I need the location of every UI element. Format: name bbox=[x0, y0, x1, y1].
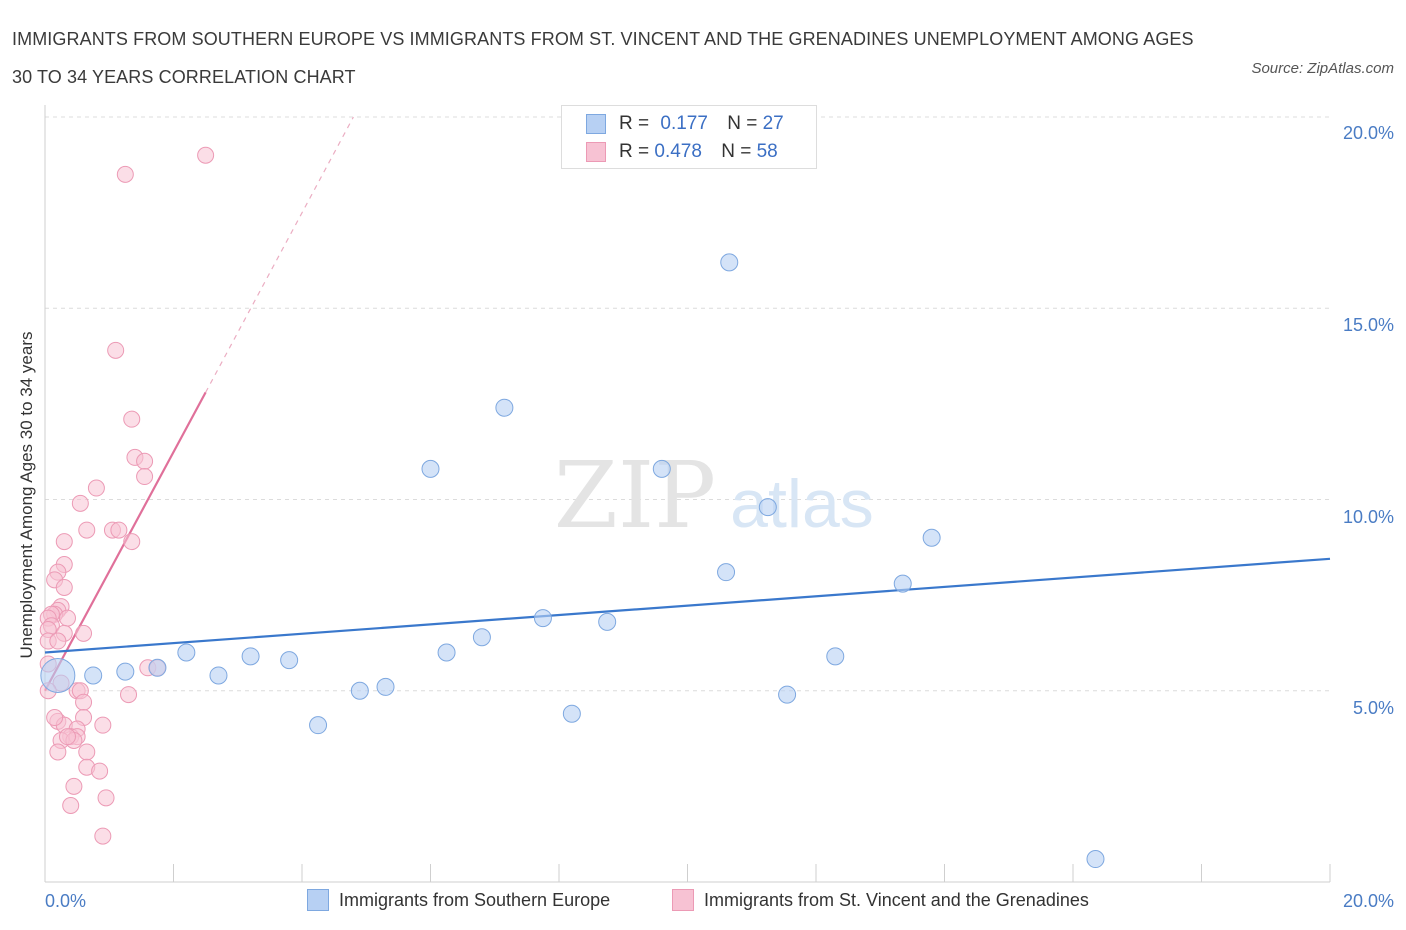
pink-point-43 bbox=[94, 716, 112, 734]
legend-swatch-blue bbox=[307, 889, 329, 911]
blue-point-5 bbox=[209, 666, 228, 685]
pink-point-27 bbox=[75, 624, 93, 642]
blue-point-7 bbox=[280, 651, 299, 670]
legend-label-southern-europe: Immigrants from Southern Europe bbox=[339, 890, 611, 910]
pink-point-52 bbox=[91, 762, 109, 780]
blue-point-0 bbox=[40, 657, 76, 693]
watermark: ZIP atlas bbox=[554, 442, 874, 549]
blue-point-15 bbox=[533, 609, 552, 628]
blue-point-4 bbox=[177, 643, 196, 662]
blue-point-23 bbox=[826, 647, 845, 666]
pink-point-1 bbox=[116, 165, 134, 183]
r-value-blue: 0.177 bbox=[660, 113, 708, 134]
r-value-pink: 0.478 bbox=[654, 141, 702, 162]
pink-point-6 bbox=[136, 468, 154, 486]
legend-item-st-vincent: Immigrants from St. Vincent and the Gren… bbox=[672, 889, 1089, 911]
pink-point-37 bbox=[120, 686, 138, 704]
blue-point-26 bbox=[1086, 850, 1105, 869]
r-label: R = bbox=[619, 141, 650, 162]
n-value-pink: 58 bbox=[756, 141, 778, 162]
y-tick-10: 10.0% bbox=[1342, 507, 1394, 527]
y-tick-20: 20.0% bbox=[1342, 123, 1394, 143]
blue-point-21 bbox=[758, 498, 777, 517]
blue-points bbox=[40, 253, 1105, 869]
watermark-zip: ZIP bbox=[554, 442, 716, 549]
blue-point-11 bbox=[421, 459, 440, 478]
n-label: N = bbox=[727, 113, 758, 134]
blue-point-17 bbox=[598, 612, 617, 631]
blue-point-18 bbox=[652, 459, 671, 478]
pink-point-7 bbox=[87, 479, 105, 497]
legend-label-st-vincent: Immigrants from St. Vincent and the Gren… bbox=[704, 890, 1089, 910]
blue-point-2 bbox=[116, 662, 135, 681]
pink-point-38 bbox=[75, 693, 93, 711]
legend-swatch-pink bbox=[672, 889, 694, 911]
r-label: R = bbox=[619, 113, 650, 134]
pink-point-3 bbox=[123, 410, 141, 428]
pink-trend-extension bbox=[205, 116, 354, 393]
pink-point-55 bbox=[62, 797, 80, 814]
chart-title: IMMIGRANTS FROM SOUTHERN EUROPE VS IMMIG… bbox=[12, 29, 1194, 87]
blue-point-10 bbox=[376, 677, 395, 696]
x-tick-min: 0.0% bbox=[45, 891, 87, 911]
blue-point-6 bbox=[241, 647, 260, 666]
pink-point-12 bbox=[123, 533, 141, 551]
watermark-atlas: atlas bbox=[730, 466, 874, 542]
pink-point-11 bbox=[110, 521, 128, 539]
blue-trend-line bbox=[44, 557, 1331, 654]
pink-point-13 bbox=[55, 533, 73, 551]
blue-point-14 bbox=[495, 398, 514, 417]
blue-point-8 bbox=[309, 716, 328, 735]
x-tick-max: 20.0% bbox=[1342, 891, 1394, 911]
blue-point-12 bbox=[437, 643, 456, 662]
blue-point-22 bbox=[778, 685, 797, 704]
y-tick-5: 5.0% bbox=[1352, 698, 1394, 718]
blue-point-3 bbox=[148, 658, 167, 677]
stats-box: R = 0.177 N = 27 R = 0.478 N = 58 bbox=[561, 105, 817, 169]
y-tick-15: 15.0% bbox=[1342, 315, 1394, 335]
pink-point-50 bbox=[78, 743, 96, 761]
pink-point-9 bbox=[78, 521, 96, 539]
y-axis-label: Unemployment Among Ages 30 to 34 years bbox=[17, 331, 36, 659]
pink-point-8 bbox=[71, 494, 89, 512]
pink-point-56 bbox=[94, 827, 112, 845]
pink-point-2 bbox=[107, 341, 125, 359]
pink-swatch bbox=[586, 142, 606, 162]
pink-trend bbox=[44, 116, 354, 692]
pink-points bbox=[39, 146, 215, 845]
blue-point-9 bbox=[350, 681, 369, 700]
pink-point-23 bbox=[58, 609, 76, 627]
pink-point-5 bbox=[136, 452, 154, 470]
n-label: N = bbox=[721, 141, 752, 162]
blue-point-25 bbox=[922, 528, 941, 547]
pink-point-17 bbox=[55, 578, 73, 596]
blue-swatch bbox=[586, 114, 606, 134]
pink-point-49 bbox=[49, 743, 67, 761]
pink-point-0 bbox=[197, 146, 215, 164]
n-value-blue: 27 bbox=[762, 113, 784, 134]
blue-point-13 bbox=[472, 628, 491, 647]
pink-point-53 bbox=[65, 777, 83, 795]
pink-point-29 bbox=[49, 632, 67, 650]
pink-point-48 bbox=[58, 728, 76, 746]
blue-point-24 bbox=[893, 574, 912, 593]
blue-point-19 bbox=[717, 563, 736, 582]
pink-point-54 bbox=[97, 789, 115, 807]
blue-point-16 bbox=[562, 704, 581, 723]
legend-item-southern-europe: Immigrants from Southern Europe bbox=[307, 889, 610, 911]
blue-point-20 bbox=[720, 253, 739, 272]
blue-trend bbox=[44, 557, 1331, 654]
source-label: Source: ZipAtlas.com bbox=[1251, 60, 1394, 77]
axes bbox=[44, 105, 1331, 883]
blue-point-1 bbox=[84, 666, 103, 685]
pink-point-57 bbox=[46, 709, 64, 727]
